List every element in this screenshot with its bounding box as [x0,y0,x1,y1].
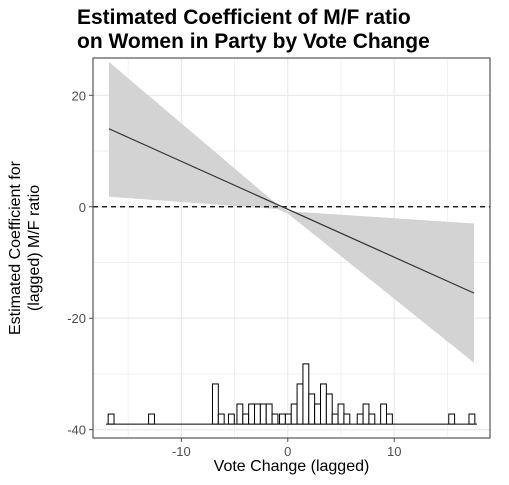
confidence-band [108,61,475,363]
histogram-bar [331,413,339,425]
x-axis-label: Vote Change (lagged) [213,458,370,475]
histogram-bar [468,413,476,425]
histogram-bar [337,403,345,425]
histogram-bar [254,403,261,425]
histogram-bar [279,413,286,425]
histogram-bar [227,413,235,425]
histogram-bar [356,413,364,425]
x-tick-label: 10 [387,444,401,459]
chart-title: Estimated Coefficient of M/F ratio on Wo… [77,6,430,54]
histogram-bar [211,383,219,425]
histogram-bar [362,403,370,425]
histogram-bar [385,413,393,425]
chart-title-line-2: on Women in Party by Vote Change [77,30,430,53]
coefficient-estimate-line [108,128,475,294]
histogram-bar [314,403,322,425]
y-tick-label: 20 [72,88,86,103]
x-tick-label: 0 [284,444,291,459]
axis-layer: -40 -20 0 20 -10 0 10 [67,57,491,459]
y-tick-label: -40 [67,423,86,438]
histogram-bar [148,413,155,425]
histogram-bar [296,383,304,425]
histogram-bar [284,413,292,425]
histogram-bar [107,413,115,425]
confidence-band-layer [108,61,475,363]
histogram-bar [271,413,279,425]
histogram-bar [368,413,376,425]
histogram-bar [343,413,351,425]
y-tick-label: 0 [79,200,86,215]
histogram-bar [248,403,256,425]
histogram-bar [325,393,333,425]
line-layer [93,128,490,294]
chart-title-line-1: Estimated Coefficient of M/F ratio [77,6,411,29]
histogram-bar [217,413,225,425]
histogram-bar [308,393,316,425]
panel-border [92,57,491,439]
y-tick-label: -20 [67,311,86,326]
histogram-bar [242,413,250,425]
histogram-bar [380,403,387,425]
x-tick-label: -10 [172,444,191,459]
histogram-bar [236,403,244,425]
histogram-bar [320,383,327,425]
histogram-bar [302,363,310,425]
histogram-bar [290,403,298,425]
histogram-bar [448,413,456,425]
histogram-bar [265,403,273,425]
histogram-layer [106,363,477,425]
histogram-bar [259,403,267,425]
